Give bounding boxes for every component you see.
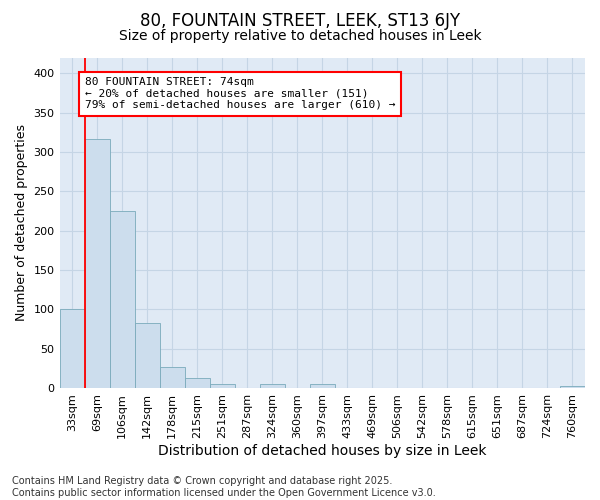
X-axis label: Distribution of detached houses by size in Leek: Distribution of detached houses by size … bbox=[158, 444, 487, 458]
Text: 80 FOUNTAIN STREET: 74sqm
← 20% of detached houses are smaller (151)
79% of semi: 80 FOUNTAIN STREET: 74sqm ← 20% of detac… bbox=[85, 77, 395, 110]
Bar bbox=[185, 378, 209, 388]
Bar bbox=[160, 366, 185, 388]
Text: 80, FOUNTAIN STREET, LEEK, ST13 6JY: 80, FOUNTAIN STREET, LEEK, ST13 6JY bbox=[140, 12, 460, 30]
Text: Contains HM Land Registry data © Crown copyright and database right 2025.
Contai: Contains HM Land Registry data © Crown c… bbox=[12, 476, 436, 498]
Bar bbox=[209, 384, 235, 388]
Bar bbox=[134, 322, 160, 388]
Bar bbox=[110, 211, 134, 388]
Text: Size of property relative to detached houses in Leek: Size of property relative to detached ho… bbox=[119, 29, 481, 43]
Bar bbox=[85, 138, 110, 388]
Y-axis label: Number of detached properties: Number of detached properties bbox=[15, 124, 28, 321]
Bar bbox=[310, 384, 335, 388]
Bar bbox=[260, 384, 285, 388]
Bar bbox=[59, 310, 85, 388]
Bar bbox=[560, 386, 585, 388]
